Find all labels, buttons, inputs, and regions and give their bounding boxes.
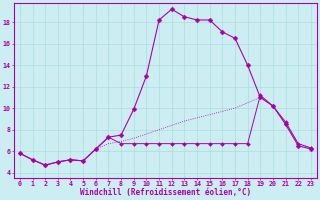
X-axis label: Windchill (Refroidissement éolien,°C): Windchill (Refroidissement éolien,°C)	[80, 188, 251, 197]
